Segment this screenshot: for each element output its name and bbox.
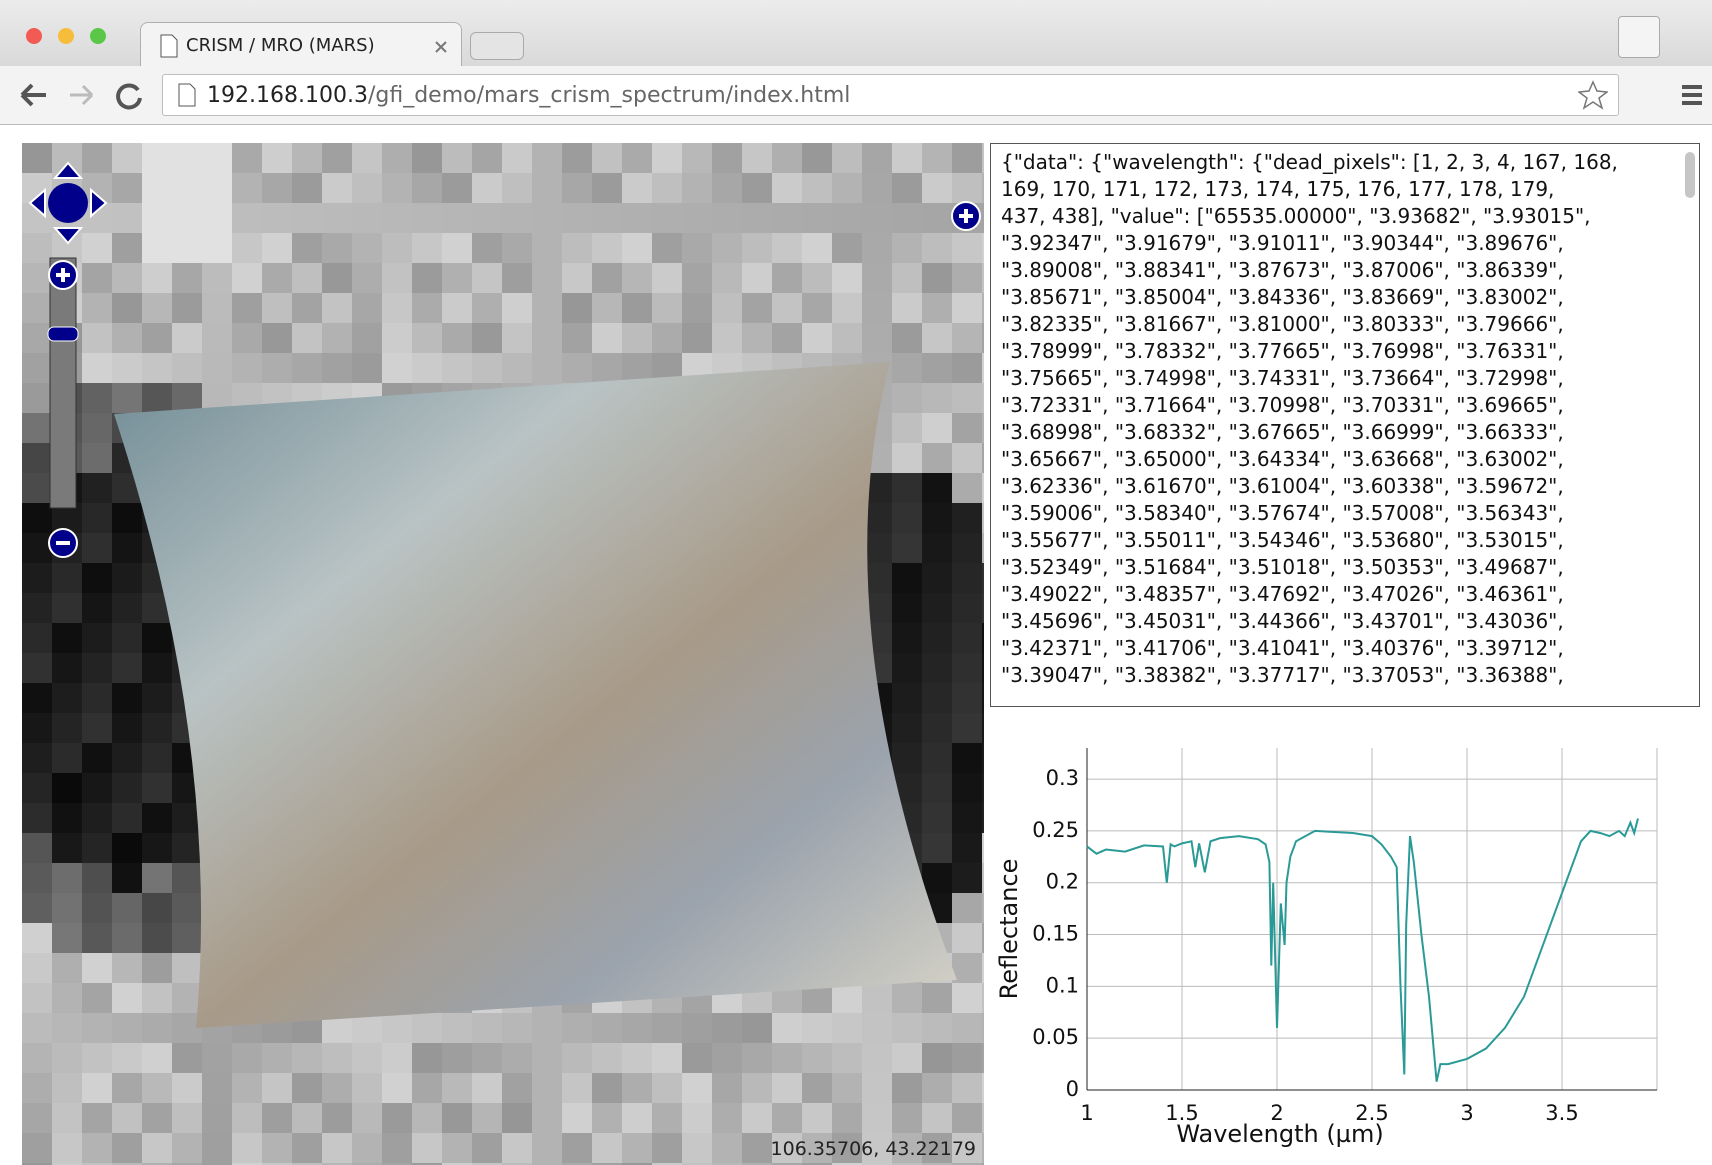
text-line: "3.68998", "3.68332", "3.67665", "3.6699… (1001, 420, 1564, 444)
text-line: "3.82335", "3.81667", "3.81000", "3.8033… (1001, 312, 1564, 336)
menu-button[interactable] (1680, 83, 1704, 107)
y-tick-label: 0.05 (1032, 1025, 1079, 1049)
nav-buttons (0, 66, 150, 124)
address-bar[interactable]: 192.168.100.3/gfi_demo/mars_crism_spectr… (162, 74, 1619, 116)
url-path: /gfi_demo/mars_crism_spectrum/index.html (368, 83, 850, 108)
y-tick-label: 0.1 (1046, 973, 1079, 997)
text-line: "3.49022", "3.48357", "3.47692", "3.4702… (1001, 582, 1564, 606)
close-tab[interactable] (433, 39, 449, 55)
toolbar: 192.168.100.3/gfi_demo/mars_crism_spectr… (0, 66, 1712, 125)
crism-overlay (114, 362, 957, 1028)
text-line: 437, 438], "value": ["65535.00000", "3.9… (1001, 204, 1591, 228)
text-line: "3.39047", "3.38382", "3.37717", "3.3705… (1001, 663, 1564, 687)
coordinates: 106.35706, 43.22179 (771, 1138, 976, 1160)
x-tick-label: 3 (1460, 1101, 1473, 1125)
text-line: "3.62336", "3.61670", "3.61004", "3.6033… (1001, 474, 1564, 498)
x-tick-label: 1 (1080, 1101, 1093, 1125)
page-icon (159, 34, 179, 58)
back-button[interactable] (22, 85, 46, 105)
tab-bar: CRISM / MRO (MARS) (0, 0, 1712, 66)
text-line: "3.72331", "3.71664", "3.70998", "3.7033… (1001, 393, 1564, 417)
text-line: "3.92347", "3.91679", "3.91011", "3.9034… (1001, 231, 1564, 255)
spectrum-line (1087, 818, 1638, 1081)
text-line: "3.65667", "3.65000", "3.64334", "3.6366… (1001, 447, 1564, 471)
zoom-bar[interactable] (50, 258, 76, 508)
profile-button[interactable] (1618, 16, 1660, 58)
text-line: "3.55677", "3.55011", "3.54346", "3.5368… (1001, 528, 1564, 552)
x-tick-label: 2.5 (1355, 1101, 1388, 1125)
zoom-slider[interactable] (48, 327, 78, 341)
y-axis-label: Reflectance (995, 859, 1023, 1000)
x-tick-label: 1.5 (1165, 1101, 1198, 1125)
close-window[interactable] (26, 28, 42, 44)
y-tick-label: 0.25 (1032, 818, 1079, 842)
new-tab[interactable] (470, 32, 524, 60)
page: CRISM / MRO (MARS) 192.168.100.3/gfi_dem… (0, 0, 1712, 1165)
forward-button[interactable] (70, 86, 92, 104)
tab-title: CRISM / MRO (MARS) (186, 35, 375, 56)
text-line: "3.89008", "3.88341", "3.87673", "3.8700… (1001, 258, 1564, 282)
maximize-window[interactable] (90, 28, 106, 44)
text-line: "3.78999", "3.78332", "3.77665", "3.7699… (1001, 339, 1564, 363)
bookmark-star[interactable] (1578, 80, 1608, 110)
response-text: {"data": {"wavelength": {"dead_pixels": … (990, 143, 1700, 707)
y-tick-label: 0.15 (1032, 922, 1079, 946)
scrollbar[interactable] (1685, 152, 1695, 198)
page-icon (177, 83, 197, 107)
x-tick-label: 3.5 (1545, 1101, 1578, 1125)
y-tick-label: 0.3 (1046, 766, 1079, 790)
text-line: {"data": {"wavelength": {"dead_pixels": … (1001, 150, 1618, 174)
y-tick-label: 0.2 (1046, 870, 1079, 894)
text-line: "3.59006", "3.58340", "3.57674", "3.5700… (1001, 501, 1564, 525)
text-line: "3.45696", "3.45031", "3.44366", "3.4370… (1001, 609, 1564, 633)
text-line: 169, 170, 171, 172, 173, 174, 175, 176, … (1001, 177, 1554, 201)
y-tick-label: 0 (1066, 1077, 1079, 1101)
text-line: "3.42371", "3.41706", "3.41041", "3.4037… (1001, 636, 1564, 660)
text-line: "3.85671", "3.85004", "3.84336", "3.8366… (1001, 285, 1564, 309)
map[interactable]: 106.35706, 43.22179 (22, 143, 984, 1165)
minimize-window[interactable] (58, 28, 74, 44)
reload-button[interactable] (118, 85, 140, 107)
x-tick-label: 2 (1270, 1101, 1283, 1125)
text-line: "3.52349", "3.51684", "3.51018", "3.5035… (1001, 555, 1564, 579)
url-host: 192.168.100.3 (207, 83, 368, 108)
chart: Wavelength (µm) Reflectance 00.050.10.15… (990, 720, 1712, 1165)
text-line: "3.75665", "3.74998", "3.74331", "3.7366… (1001, 366, 1564, 390)
tab[interactable]: CRISM / MRO (MARS) (140, 22, 462, 67)
